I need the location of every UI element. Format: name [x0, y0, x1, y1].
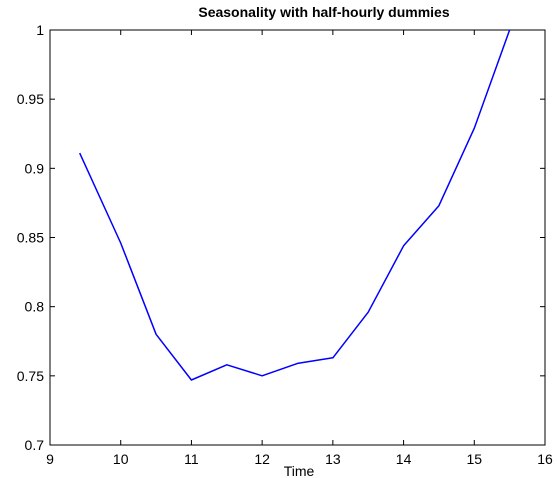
- y-tick-label: 0.9: [25, 160, 45, 176]
- series-line: [79, 29, 511, 381]
- y-tick-label: 0.85: [17, 230, 44, 246]
- y-tick-label: 1: [36, 22, 44, 38]
- y-tick-label: 0.95: [17, 91, 44, 107]
- x-tick-label: 9: [46, 451, 54, 467]
- x-tick-label: 11: [184, 451, 199, 467]
- x-axis-label: Time: [284, 463, 315, 478]
- x-tick-label: 12: [254, 451, 270, 467]
- y-axis: 0.7 0.75 0.8 0.85 0.9 0.95 1: [17, 22, 545, 453]
- x-tick-label: 15: [466, 451, 482, 467]
- x-tick-label: 10: [113, 451, 129, 467]
- y-tick-label: 0.75: [17, 368, 44, 384]
- x-tick-label: 13: [325, 451, 341, 467]
- x-tick-label: 14: [396, 451, 412, 467]
- series-layer: [79, 29, 511, 381]
- chart-title: Seasonality with half-hourly dummies: [198, 4, 449, 20]
- plot-area: [49, 29, 546, 446]
- y-tick-label: 0.8: [25, 299, 45, 315]
- x-tick-label: 16: [537, 451, 553, 467]
- x-axis: 9 10 11 12 13 14 15 16: [46, 30, 553, 467]
- plot-frame: [49, 29, 546, 446]
- y-tick-label: 0.7: [25, 437, 45, 453]
